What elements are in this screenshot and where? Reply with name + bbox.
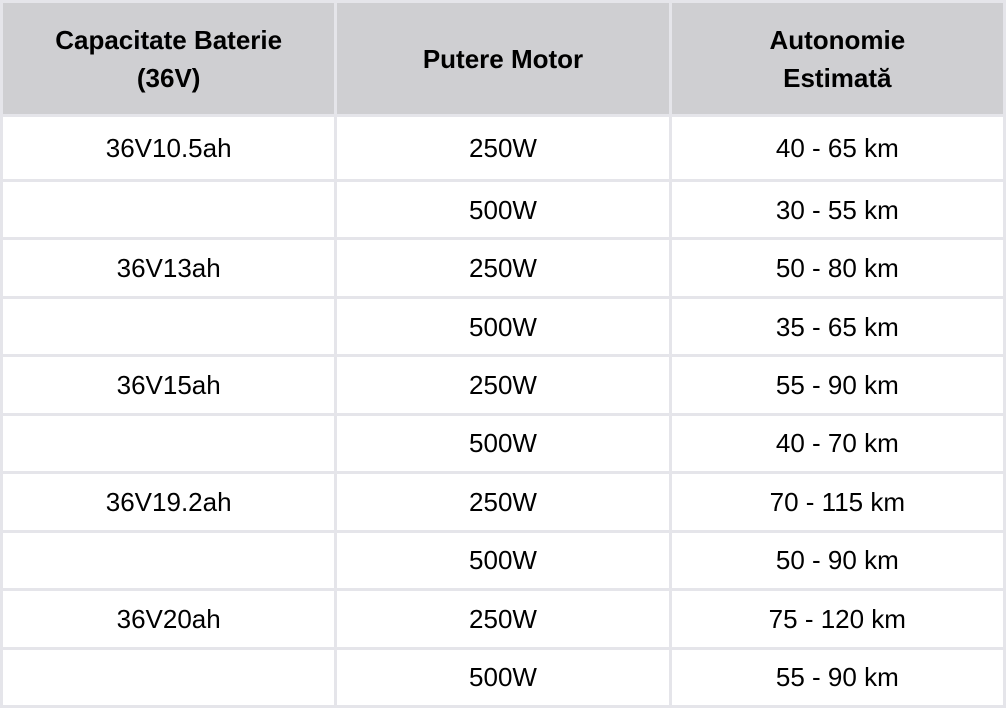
cell-motor-power: 500W [337, 649, 669, 705]
header-line-2: Estimată [783, 62, 892, 93]
cell-range: 50 - 80 km [671, 240, 1003, 296]
cell-range: 55 - 90 km [671, 357, 1003, 413]
cell-motor-power: 250W [337, 591, 669, 647]
cell-motor-power: 500W [337, 415, 669, 472]
cell-motor-power: 500W [337, 298, 669, 355]
cell-battery [3, 415, 335, 472]
header-line-1: Putere Motor [422, 43, 584, 74]
cell-motor-power: 500W [337, 182, 669, 238]
cell-range: 75 - 120 km [671, 591, 1003, 647]
cell-range: 40 - 70 km [671, 415, 1003, 472]
cell-motor-power: 250W [337, 474, 669, 530]
cell-battery: 36V15ah [3, 357, 335, 413]
cell-motor-power: 250W [337, 357, 669, 413]
cell-range: 50 - 90 km [671, 532, 1003, 589]
cell-motor-power: 500W [337, 532, 669, 589]
cell-battery: 36V19.2ah [3, 474, 335, 530]
header-putere-motor: Putere Motor [337, 3, 669, 114]
cell-range: 40 - 65 km [671, 117, 1003, 179]
header-line-2: (36V) [136, 62, 201, 93]
header-line-1: Autonomie [769, 24, 906, 55]
cell-battery [3, 532, 335, 589]
cell-range: 35 - 65 km [671, 298, 1003, 355]
cell-range: 55 - 90 km [671, 649, 1003, 705]
cell-motor-power: 250W [337, 240, 669, 296]
cell-battery [3, 182, 335, 238]
header-line-1: Capacitate Baterie [55, 24, 283, 55]
cell-motor-power: 250W [337, 117, 669, 179]
cell-battery: 36V10.5ah [3, 117, 335, 179]
cell-battery [3, 649, 335, 705]
header-autonomie-estimata: Autonomie Estimată [671, 3, 1003, 114]
cell-battery: 36V13ah [3, 240, 335, 296]
cell-battery: 36V20ah [3, 591, 335, 647]
cell-battery [3, 298, 335, 355]
cell-range: 30 - 55 km [671, 182, 1003, 238]
header-capacitate-baterie: Capacitate Baterie (36V) [3, 3, 335, 114]
cell-range: 70 - 115 km [671, 474, 1003, 530]
